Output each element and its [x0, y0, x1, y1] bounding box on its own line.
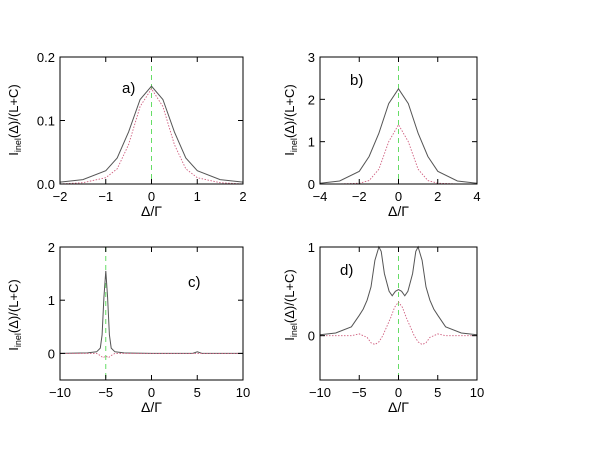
- x-tick-label: 0: [395, 385, 402, 400]
- x-tick-label: −2: [53, 189, 68, 204]
- y-tick-label: 0.1: [37, 114, 55, 129]
- x-tick-label: −2: [352, 189, 367, 204]
- panel-0: −2 −1 0 1 2 0.0 0.1 0.2 a) Δ/Γ Iinel(Δ)/(L+C): [6, 50, 247, 219]
- panel-label: d): [340, 262, 353, 279]
- x-tick-label: 5: [434, 385, 441, 400]
- y-tick-label: 0: [308, 177, 315, 192]
- x-tick-label: −1: [98, 189, 113, 204]
- x-axis-label: Δ/Γ: [141, 203, 162, 219]
- series-line-0: [319, 245, 478, 336]
- x-tick-label: −10: [49, 385, 71, 400]
- x-tick-label: 4: [473, 189, 480, 204]
- x-tick-label: −5: [352, 385, 367, 400]
- x-tick-label: −4: [313, 189, 328, 204]
- y-tick-label: 2: [308, 92, 315, 107]
- series-line-1: [320, 301, 477, 346]
- series-line-0: [59, 85, 244, 183]
- y-tick-label: 0.2: [37, 50, 55, 65]
- x-axis-label: Δ/Γ: [388, 203, 409, 219]
- y-tick-label: 1: [308, 240, 315, 255]
- panel-label: a): [122, 80, 135, 97]
- y-tick-label: 0: [308, 329, 315, 344]
- x-tick-label: 0: [148, 189, 155, 204]
- y-axis-label: Iinel(Δ)/(L+C): [282, 269, 299, 340]
- x-tick-label: 2: [239, 189, 246, 204]
- panel-label: b): [350, 72, 363, 89]
- y-axis-label: Iinel(Δ)/(L+C): [6, 279, 23, 350]
- x-tick-label: −10: [309, 385, 331, 400]
- panel-2: −10 −5 0 5 10 0 1 2 c) Δ/Γ Iinel(Δ)/(L+C): [6, 240, 250, 415]
- y-tick-label: 2: [48, 240, 55, 255]
- x-tick-label: 1: [194, 189, 201, 204]
- panel-3: −10 −5 0 5 10 0 1 d) Δ/Γ Iinel(Δ)/(L+C): [282, 240, 484, 415]
- x-axis-label: Δ/Γ: [388, 399, 409, 415]
- series-line-1: [59, 87, 244, 185]
- panel-label: c): [188, 274, 201, 291]
- y-axis-label: Iinel(Δ)/(L+C): [282, 84, 299, 155]
- y-tick-label: 0: [48, 346, 55, 361]
- x-axis-label: Δ/Γ: [141, 399, 162, 415]
- x-tick-label: 0: [395, 189, 402, 204]
- x-tick-label: 0: [148, 385, 155, 400]
- y-tick-label: 0.0: [37, 177, 55, 192]
- x-tick-label: 5: [194, 385, 201, 400]
- x-tick-label: 10: [470, 385, 484, 400]
- x-tick-label: −5: [98, 385, 113, 400]
- x-tick-label: 10: [236, 385, 250, 400]
- series-line-0: [319, 87, 478, 184]
- y-tick-label: 1: [48, 293, 55, 308]
- series-line-0: [59, 270, 243, 354]
- y-tick-label: 3: [308, 50, 315, 65]
- panel-1: −4 −2 0 2 4 0 1 2 3 b) Δ/Γ Iinel(Δ)/(L+C): [282, 50, 481, 219]
- y-axis-label: Iinel(Δ)/(L+C): [6, 84, 23, 155]
- plot-frame: [59, 246, 244, 381]
- y-tick-label: 1: [308, 135, 315, 150]
- x-tick-label: 2: [434, 189, 441, 204]
- series-line-1: [60, 352, 243, 359]
